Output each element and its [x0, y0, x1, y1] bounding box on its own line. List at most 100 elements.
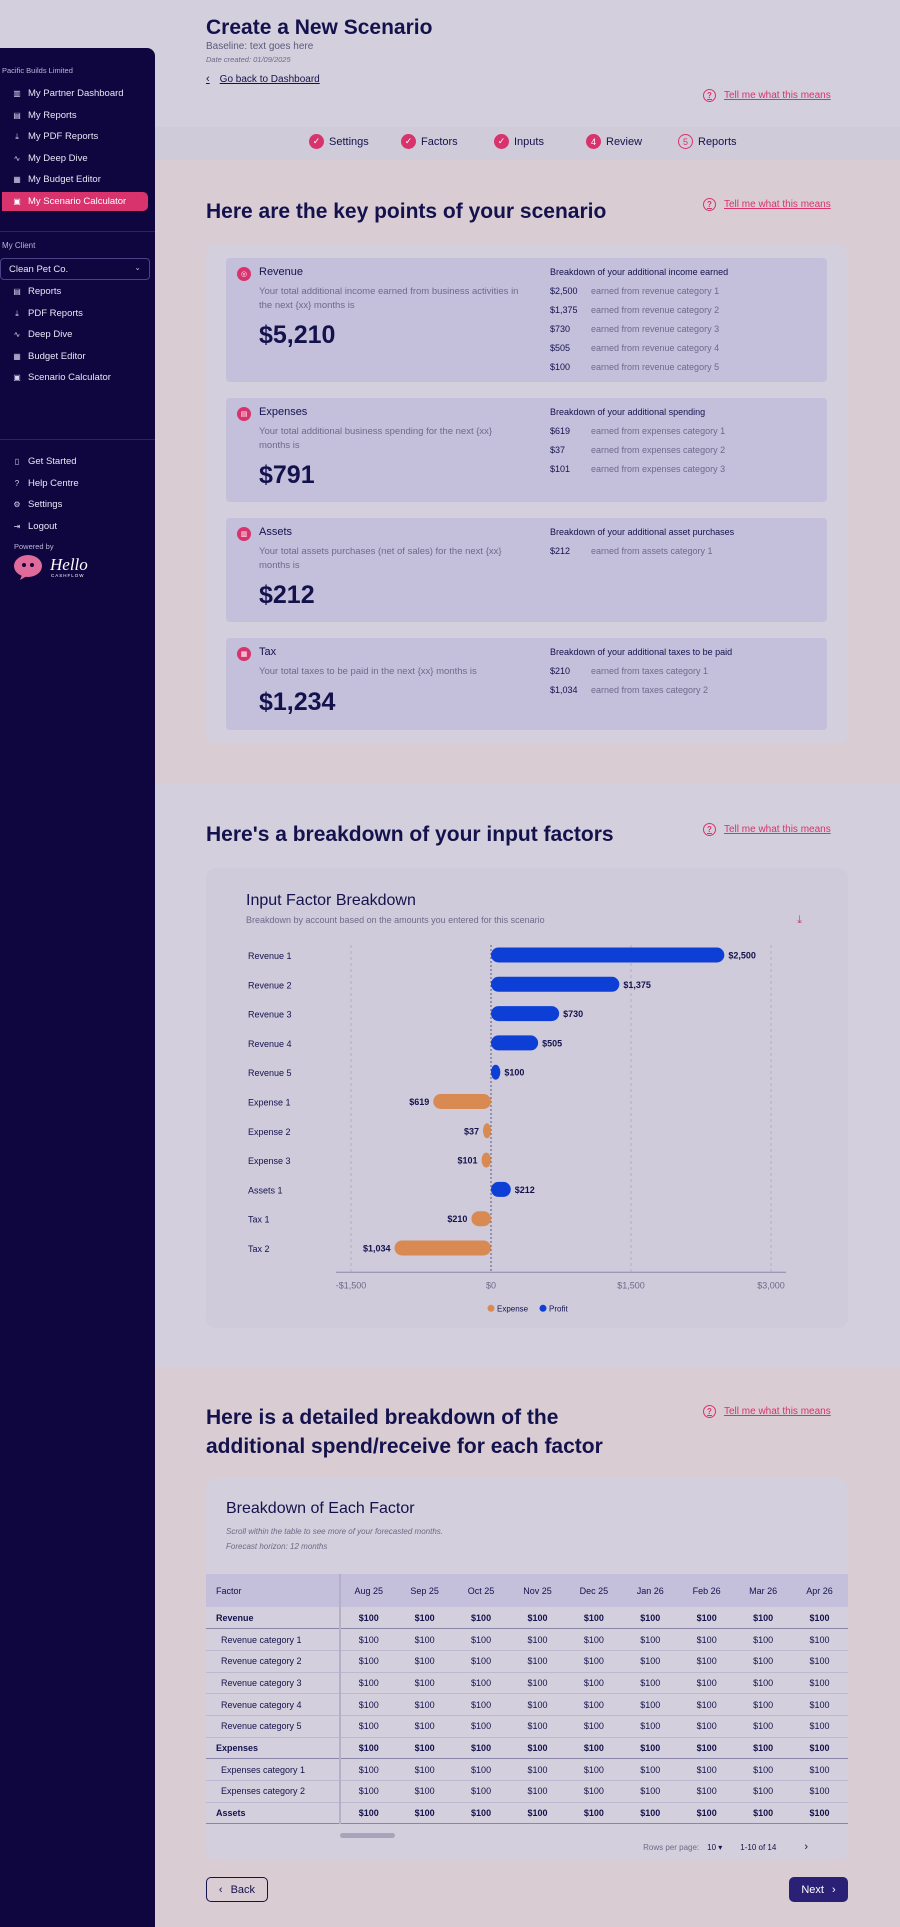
breakdown-row: $1,375 earned from revenue category 2	[550, 305, 719, 315]
horizontal-scrollbar[interactable]	[340, 1833, 395, 1838]
value-cell: $100	[565, 1780, 623, 1803]
legend-label: Profit	[549, 1304, 568, 1313]
breakdown-row: $210 earned from taxes category 1	[550, 666, 708, 676]
x-tick-label: $0	[486, 1280, 496, 1290]
client-select[interactable]: Clean Pet Co. ⌄	[0, 258, 150, 280]
card-description: Your total assets purchases (net of sale…	[259, 546, 502, 571]
bar	[491, 1035, 539, 1051]
data-label: $212	[515, 1185, 535, 1195]
sidebar-item-budget-editor[interactable]: ▦ Budget Editor	[2, 347, 148, 366]
breakdown-value: $505	[550, 343, 571, 353]
step-inputs[interactable]: ✓ Inputs	[494, 134, 544, 149]
date-created: Date created: 01/09/2025	[206, 55, 291, 64]
value-cell: $100	[735, 1628, 792, 1651]
sidebar-item-my-scenario-calculator[interactable]: ▣ My Scenario Calculator	[2, 192, 148, 211]
next-button[interactable]: Next ›	[789, 1877, 848, 1902]
expenses-icon: ▤	[237, 407, 251, 421]
download-icon[interactable]: ⤓	[797, 914, 802, 926]
breakdown-title: Breakdown of your additional taxes to be…	[550, 647, 733, 657]
table-scroll-area[interactable]: Factor Aug 25 Sep 25 Oct 25 Nov 25 Dec 25 Jan …	[206, 1574, 848, 1834]
breakdown-row: $1,034 earned from taxes category 2	[550, 685, 708, 695]
sidebar-item-my-budget-editor[interactable]: ▦ My Budget Editor	[2, 170, 148, 189]
breakdown-title: Breakdown of your additional spending	[550, 407, 706, 417]
back-button[interactable]: ‹ Back	[206, 1877, 268, 1902]
help-link-key-points[interactable]: ? Tell me what this means	[703, 198, 831, 211]
table-card: Breakdown of Each Factor Scroll within t…	[206, 1478, 848, 1860]
sidebar-item-help-centre[interactable]: ? Help Centre	[2, 474, 148, 493]
back-to-dashboard-link[interactable]: ‹ Go back to Dashboard	[206, 73, 320, 85]
value-cell: $100	[509, 1780, 566, 1803]
data-label: $100	[504, 1068, 524, 1078]
data-label: $210	[447, 1214, 467, 1224]
value-cell: $100	[452, 1650, 510, 1673]
help-link-header[interactable]: ? Tell me what this means	[703, 89, 831, 102]
sidebar-item-settings[interactable]: ⚙ Settings	[2, 495, 148, 514]
back-link-label: Go back to Dashboard	[219, 73, 320, 85]
page-range: 1-10 of 14	[740, 1842, 777, 1852]
value-cell: $100	[678, 1650, 736, 1673]
value-cell: $100	[452, 1758, 510, 1781]
factor-table: Factor Aug 25 Sep 25 Oct 25 Nov 25 Dec 25 Jan …	[206, 1574, 848, 1825]
step-factors[interactable]: ✓ Factors	[401, 134, 458, 149]
data-label: $730	[563, 1009, 583, 1019]
help-link-factors[interactable]: ? Tell me what this means	[703, 823, 831, 836]
value-cell: $100	[678, 1780, 736, 1803]
step-review[interactable]: 4 Review	[586, 134, 642, 149]
page-header: Create a New Scenario Baseline: text goe…	[155, 0, 900, 127]
sidebar-item-reports[interactable]: ▤ Reports	[2, 282, 148, 301]
gear-icon: ⚙	[13, 499, 21, 509]
next-page-icon[interactable]: ›	[804, 1841, 808, 1853]
sidebar-item-logout[interactable]: ⇥ Logout	[2, 517, 148, 536]
category-label: Tax 1	[248, 1215, 270, 1225]
logo-wordmark: Hello	[49, 555, 88, 574]
data-label: $101	[458, 1156, 478, 1166]
value-cell: $100	[509, 1693, 566, 1716]
sidebar-item-scenario-calculator[interactable]: ▣ Scenario Calculator	[2, 368, 148, 387]
column-header-factor: Factor	[206, 1574, 341, 1607]
building-icon: ▥	[13, 88, 21, 98]
help-link-detail[interactable]: ? Tell me what this means	[703, 1405, 831, 1418]
data-label: $37	[464, 1126, 479, 1136]
value-cell: $100	[565, 1650, 623, 1673]
value-cell: $100	[622, 1607, 679, 1630]
sidebar-item-my-deep-dive[interactable]: ∿ My Deep Dive	[2, 149, 148, 168]
value-cell: $100	[622, 1758, 679, 1781]
value-cell: $100	[791, 1802, 848, 1825]
sidebar-item-my-reports[interactable]: ▤ My Reports	[2, 106, 148, 125]
breakdown-value: $619	[550, 426, 571, 436]
value-cell: $100	[339, 1650, 397, 1673]
sidebar-item-pdf-reports[interactable]: ⤓ PDF Reports	[2, 304, 148, 323]
value-cell: $100	[565, 1693, 623, 1716]
stepper: ✓ Settings ✓ Factors ✓ Inputs 4 Review 5 Repo…	[155, 127, 900, 160]
value-cell: $100	[509, 1607, 566, 1630]
factor-name-cell: Expenses category 2	[206, 1780, 341, 1803]
rows-per-page-select[interactable]: 10 ▾	[707, 1843, 722, 1852]
client-label: My Client	[2, 241, 36, 250]
sidebar-item-my-pdf-reports[interactable]: ⤓ My PDF Reports	[2, 127, 148, 146]
card-title: Assets	[259, 526, 293, 538]
sidebar-item-get-started[interactable]: ▯ Get Started	[2, 452, 148, 471]
key-points-card: ◎ Revenue Your total additional income e…	[206, 244, 848, 744]
breakdown-value: $101	[550, 464, 571, 474]
chart-icon: ▤	[13, 110, 21, 120]
step-label: Factors	[421, 135, 458, 148]
step-settings[interactable]: ✓ Settings	[309, 134, 369, 149]
breakdown-row: $37 earned from expenses category 2	[550, 445, 725, 455]
value-cell: $100	[791, 1650, 848, 1673]
card-amount: $212	[259, 581, 315, 609]
bar	[394, 1240, 491, 1256]
card-description: Your total additional business spending …	[259, 426, 493, 451]
breakdown-value: $37	[550, 445, 566, 455]
step-reports[interactable]: 5 Reports	[678, 134, 737, 149]
value-cell: $100	[565, 1737, 623, 1760]
category-label: Revenue 3	[248, 1010, 292, 1020]
category-label: Expense 2	[248, 1127, 291, 1137]
key-points-heading: Here are the key points of your scenario	[206, 200, 607, 223]
next-button-label: Next	[801, 1883, 824, 1896]
sidebar-item-partner-dashboard[interactable]: ▥ My Partner Dashboard	[2, 84, 148, 103]
sidebar-item-deep-dive[interactable]: ∿ Deep Dive	[2, 325, 148, 344]
card-title: Expenses	[259, 406, 308, 418]
bar	[483, 1123, 491, 1139]
chevron-left-icon: ‹	[206, 73, 210, 85]
rows-per-page-label: Rows per page:	[643, 1842, 700, 1852]
